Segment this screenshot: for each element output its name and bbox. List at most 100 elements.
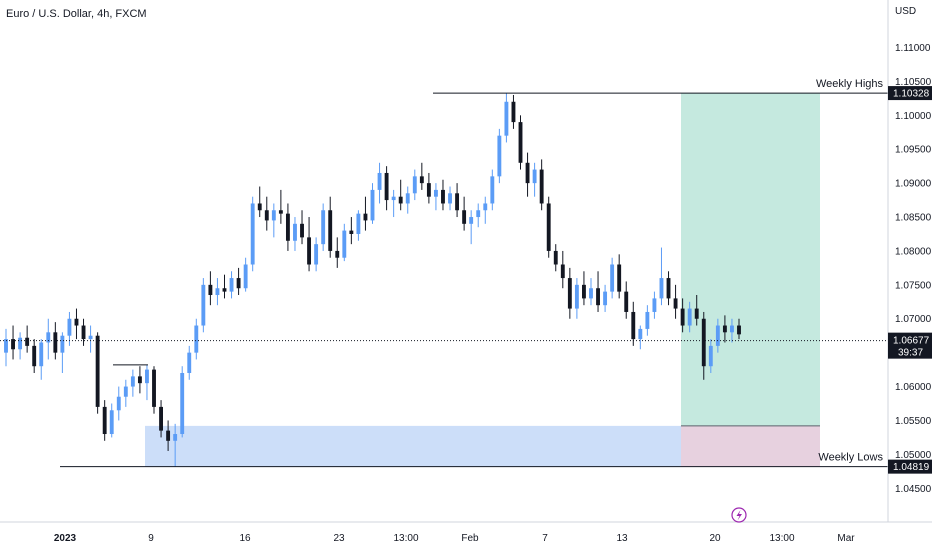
candle-body — [391, 196, 396, 201]
candle-body — [81, 325, 86, 340]
target-zone — [681, 93, 820, 426]
candle-body — [701, 318, 706, 367]
candle-body — [560, 264, 565, 279]
candle-body — [511, 101, 516, 123]
candle-body — [638, 328, 643, 340]
candle-body — [567, 278, 572, 309]
candle-body — [370, 189, 375, 221]
candle-body — [680, 308, 685, 326]
candle-body — [293, 223, 297, 241]
current-price-text: 1.06677 — [893, 336, 930, 347]
candle-body — [652, 298, 657, 312]
y-tick-label: 1.05000 — [895, 450, 932, 461]
candle-body — [46, 332, 51, 343]
candle-body — [553, 250, 558, 265]
candle-body — [95, 335, 100, 407]
candle-body — [377, 172, 382, 190]
candle-body — [300, 223, 304, 238]
y-tick-label: 1.09000 — [895, 179, 932, 190]
candle-body — [67, 318, 72, 336]
candle-body — [426, 183, 431, 197]
candle-body — [208, 284, 213, 296]
candle-body — [109, 410, 114, 435]
x-tick-label: 13 — [616, 533, 628, 544]
lightning-bolt-icon — [736, 510, 742, 521]
candle-body — [102, 406, 107, 435]
x-tick-label: 23 — [333, 533, 345, 544]
chart-title: Euro / U.S. Dollar, 4h, FXCM — [6, 8, 147, 20]
candle-body — [88, 335, 93, 340]
candle-body — [285, 213, 290, 241]
candle-body — [631, 311, 636, 340]
x-tick-label: 2023 — [54, 533, 77, 544]
y-tick-label: 1.04500 — [895, 484, 932, 495]
candle-body — [412, 176, 417, 194]
candle-body — [624, 291, 629, 312]
candle-body — [215, 288, 220, 296]
candle-body — [589, 288, 593, 299]
candle-body — [257, 203, 262, 211]
candle-body — [645, 311, 650, 329]
candle-body — [384, 172, 389, 201]
candle-body — [236, 278, 241, 289]
x-tick-label: 13:00 — [769, 533, 794, 544]
countdown-text: 39:37 — [898, 348, 923, 359]
candle-body — [441, 189, 445, 204]
weekly-highs-badge-text: 1.10328 — [893, 89, 930, 100]
y-tick-label: 1.07500 — [895, 280, 932, 291]
candle-body — [321, 210, 326, 245]
candle-body — [476, 210, 481, 218]
candle-body — [159, 406, 163, 431]
candle-body — [166, 430, 171, 441]
candle-body — [483, 203, 488, 211]
weekly-lows-label: Weekly Lows — [818, 452, 883, 464]
candle-body — [222, 288, 227, 292]
candle-body — [18, 337, 23, 350]
candle-body — [448, 193, 452, 204]
weekly-highs-badge — [888, 86, 932, 101]
candle-body — [194, 325, 199, 353]
candle-body — [145, 369, 149, 384]
candle-body — [152, 369, 156, 407]
candle-body — [659, 278, 664, 299]
candle-body — [730, 325, 734, 333]
weekly-lows-badge — [888, 459, 932, 474]
candle-body — [271, 210, 276, 221]
candle-body — [250, 203, 255, 265]
candle-body — [596, 288, 600, 306]
candle-body — [504, 101, 509, 136]
candle-body — [137, 376, 142, 384]
lines-layer: Weekly Highs Weekly Lows — [0, 78, 888, 468]
demand-zone — [145, 425, 681, 467]
candle-body — [539, 169, 544, 204]
x-tick-label: Feb — [461, 533, 479, 544]
candle-body — [356, 213, 361, 234]
y-tick-label: 1.11000 — [895, 43, 931, 54]
y-tick-label: 1.10000 — [895, 111, 932, 122]
candle-body — [53, 332, 58, 353]
candle-body — [4, 339, 8, 353]
candle-body — [532, 169, 537, 184]
candle-body — [32, 345, 37, 367]
candle-body — [497, 135, 502, 177]
candle-body — [335, 250, 340, 258]
candle-body — [610, 264, 615, 292]
candle-body — [180, 372, 185, 435]
candle-body — [582, 284, 586, 299]
weekly-lows-badge-text: 1.04819 — [893, 462, 930, 473]
candle-body — [722, 325, 727, 333]
candle-body — [433, 189, 438, 197]
currency-label: USD — [895, 6, 917, 17]
candle-body — [737, 325, 741, 335]
candle-body — [490, 176, 495, 204]
candle-body — [342, 230, 347, 258]
candle-body — [229, 278, 234, 292]
candle-body — [349, 230, 354, 234]
y-tick-label: 1.06000 — [895, 382, 932, 393]
candle-body — [419, 176, 424, 184]
candle-body — [314, 244, 319, 265]
y-tick-label: 1.05500 — [895, 416, 932, 427]
